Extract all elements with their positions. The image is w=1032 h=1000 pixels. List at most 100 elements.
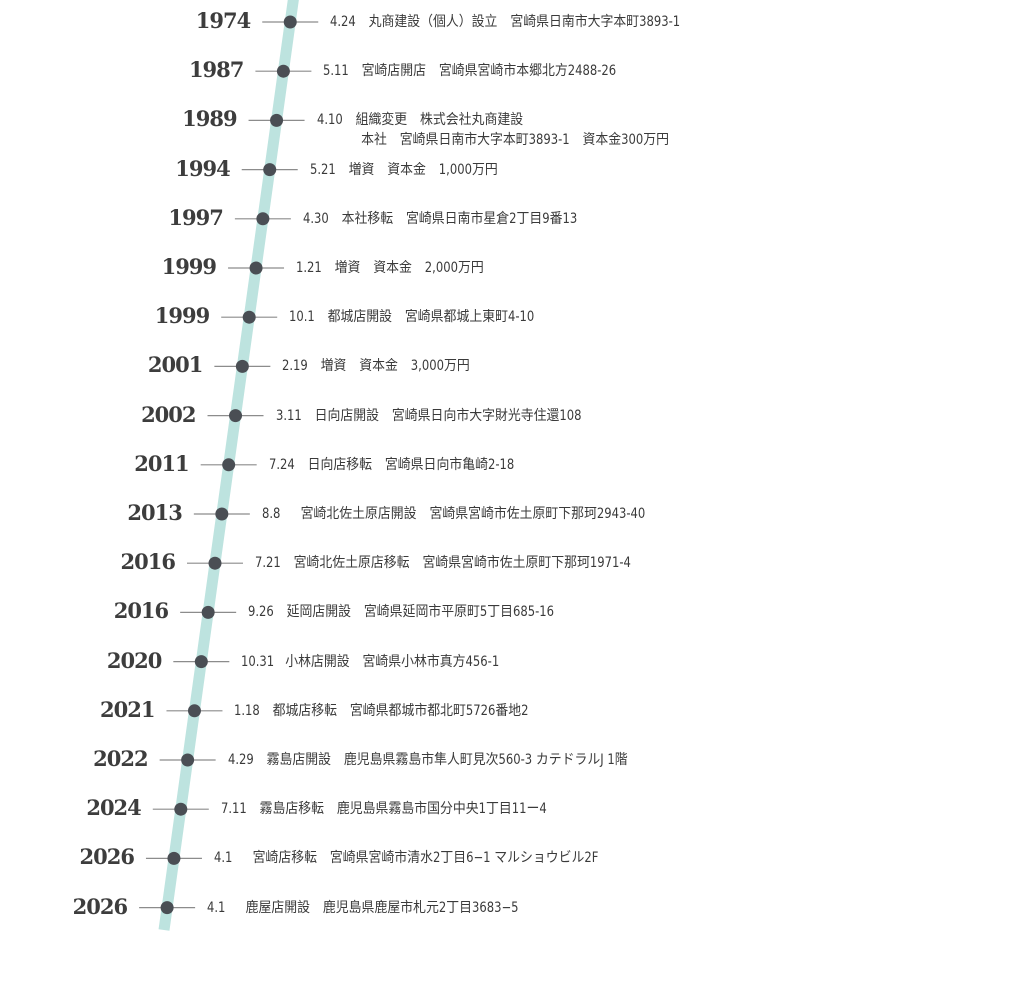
entry-detail: 鹿児島県鹿屋市札元2丁目3683−5 xyxy=(323,899,519,916)
entry-detail: 宮崎県小林市真方456-1 xyxy=(362,653,500,670)
entry-event: 都城店開設 xyxy=(327,309,393,326)
entry-date: 4.10 xyxy=(316,112,343,129)
year-label: 2013 xyxy=(127,500,182,525)
entry-detail: 宮崎県宮崎市佐土原町下那珂2943-40 xyxy=(429,506,646,522)
year-label: 2016 xyxy=(120,549,176,575)
timeline-dot xyxy=(222,458,236,472)
timeline-entry: 5.11 宮崎店開店 宮崎県宮崎市本郷北方2488-26 xyxy=(323,61,616,81)
entry-event: 宮崎北佐土原店開設 xyxy=(300,506,417,522)
entry-event: 宮崎店移転 xyxy=(252,850,317,867)
timeline-dot xyxy=(270,113,284,127)
timeline-entry: 4.1 宮崎店移転 宮崎県宮崎市清水2丁目6−1 マルショウビル2F xyxy=(214,848,598,868)
entry-date: 9.26 xyxy=(248,604,274,621)
entry-date: 5.11 xyxy=(323,63,350,80)
timeline-entry: 2.19 増資 資本金 3,000万円 xyxy=(282,356,470,376)
year-label: 1974 xyxy=(195,8,251,33)
entry-event: 宮崎店開店 xyxy=(362,63,427,80)
entry-event: 鹿屋店開設 xyxy=(245,899,311,916)
timeline-dot xyxy=(249,261,263,275)
year-label: 2026 xyxy=(72,893,128,919)
entry-detail: 宮崎県宮崎市本郷北方2488-26 xyxy=(439,63,617,80)
entry-date: 7.11 xyxy=(220,801,247,818)
timeline-entry: 3.11 日向店開設 宮崎県日向市大字財光寺住還108 xyxy=(276,406,581,426)
entry-event: 日向店開設 xyxy=(314,407,379,424)
timeline-entry: 4.1 鹿屋店開設 鹿児島県鹿屋市札元2丁目3683−5 xyxy=(207,898,519,918)
timeline-entry: 4.30 本社移転 宮崎県日南市星倉2丁目9番13 xyxy=(303,209,577,229)
timeline-dot xyxy=(283,15,297,29)
entry-detail: 宮崎県日南市大字本町3893-1 xyxy=(510,14,681,30)
timeline-entry: 7.21 宮崎北佐土原店移転 宮崎県宮崎市佐土原町下那珂1971-4 xyxy=(255,553,631,573)
entry-date: 4.29 xyxy=(227,752,254,768)
entry-event: 増資 xyxy=(348,161,375,178)
entry-detail: 宮崎県都城市都北町5726番地2 xyxy=(350,702,529,719)
entry-detail: 宮崎県都城上東町4-10 xyxy=(405,309,535,326)
entry-detail: 宮崎県日南市星倉2丁目9番13 xyxy=(405,210,578,227)
year-label: 1989 xyxy=(182,106,237,132)
year-label: 2016 xyxy=(113,598,169,624)
entry-detail: 鹿児島県霧島市国分中央1丁目11ー4 xyxy=(336,801,547,818)
timeline-dot xyxy=(187,704,201,718)
year-label: 1999 xyxy=(154,303,210,329)
entry-event: 増資 xyxy=(320,358,347,375)
entry-detail: 資本金 3,000万円 xyxy=(359,358,471,375)
entry-event: 延岡店開設 xyxy=(286,604,352,621)
timeline-entry: 10.31 小林店開設 宮崎県小林市真方456-1 xyxy=(241,652,499,672)
timeline-dot xyxy=(256,212,270,226)
timeline-dot xyxy=(263,163,277,177)
year-label: 2021 xyxy=(100,696,155,722)
entry-detail: 鹿児島県霧島市隼人町見次560-3 カテドラルJ 1階 xyxy=(343,752,628,768)
entry-event: 宮崎北佐土原店移転 xyxy=(293,555,410,572)
timeline-dot xyxy=(208,556,222,570)
entry-event: 増資 xyxy=(334,260,361,276)
entry-date: 10.1 xyxy=(289,309,315,326)
timeline-dot xyxy=(215,507,229,521)
timeline-entry: 4.24 丸商建設（個人）設立 宮崎県日南市大字本町3893-1 xyxy=(330,12,680,32)
year-label: 2026 xyxy=(79,844,135,870)
entry-detail: 株式会社丸商建設 xyxy=(419,112,523,129)
entry-event: 本社移転 xyxy=(341,210,394,227)
entry-date: 7.21 xyxy=(254,555,281,572)
timeline-dot xyxy=(160,901,174,915)
timeline-dot xyxy=(174,802,188,816)
entry-detail: 資本金 2,000万円 xyxy=(373,260,484,276)
timeline-dot xyxy=(167,851,181,865)
entry-event: 小林店開設 xyxy=(285,653,350,670)
year-label: 1997 xyxy=(168,204,223,230)
timeline-dot xyxy=(242,310,256,324)
entry-date: 8.8 xyxy=(261,506,281,522)
year-label: 1994 xyxy=(175,155,230,181)
entry-date: 7.24 xyxy=(268,456,295,473)
timeline-dot xyxy=(194,655,208,669)
year-label: 2022 xyxy=(93,746,148,771)
year-label: 1999 xyxy=(161,254,217,279)
timeline-entry: 7.24 日向店移転 宮崎県日向市亀崎2-18 xyxy=(269,455,514,475)
entry-detail: 宮崎県日向市大字財光寺住還108 xyxy=(391,407,581,424)
entry-date: 2.19 xyxy=(282,358,309,375)
timeline-entry: 1.18 都城店移転 宮崎県都城市都北町5726番地2 xyxy=(234,701,528,721)
entry-event: 霧島店移転 xyxy=(259,801,324,818)
entry-event: 組織変更 xyxy=(355,112,407,129)
timeline-entry: 7.11 霧島店移転 鹿児島県霧島市国分中央1丁目11ー4 xyxy=(221,799,547,819)
year-label: 2020 xyxy=(106,647,162,673)
timeline-dot xyxy=(201,605,215,619)
year-label: 2011 xyxy=(134,450,189,476)
entry-date: 4.1 xyxy=(207,899,226,916)
timeline-entry: 4.29 霧島店開設 鹿児島県霧島市隼人町見次560-3 カテドラルJ 1階 xyxy=(228,750,628,770)
timeline-entry: 4.10 組織変更 株式会社丸商建設 本社 宮崎県日南市大字本町3893-1 資本金3… xyxy=(317,110,669,150)
timeline-entry: 8.8 宮崎北佐土原店開設 宮崎県宮崎市佐土原町下那珂2943-40 xyxy=(262,504,645,524)
timeline-dot xyxy=(181,753,195,767)
year-label: 2001 xyxy=(147,352,203,378)
entry-date: 3.11 xyxy=(275,407,302,424)
timeline-dot xyxy=(276,64,290,78)
year-label: 2024 xyxy=(86,795,141,821)
timeline-entry: 10.1 都城店開設 宮崎県都城上東町4-10 xyxy=(289,307,534,327)
timeline-entry: 1.21 増資 資本金 2,000万円 xyxy=(296,258,484,278)
entry-detail: 宮崎県日向市亀崎2-18 xyxy=(384,456,514,473)
entry-date: 5.21 xyxy=(309,161,336,178)
entry-event: 日向店移転 xyxy=(307,456,372,473)
entry-event: 丸商建設（個人）設立 xyxy=(368,14,498,30)
timeline-dot xyxy=(229,409,243,423)
entry-date: 10.31 xyxy=(241,653,275,670)
entry-detail: 宮崎県延岡市平原町5丁目685-16 xyxy=(364,604,555,621)
